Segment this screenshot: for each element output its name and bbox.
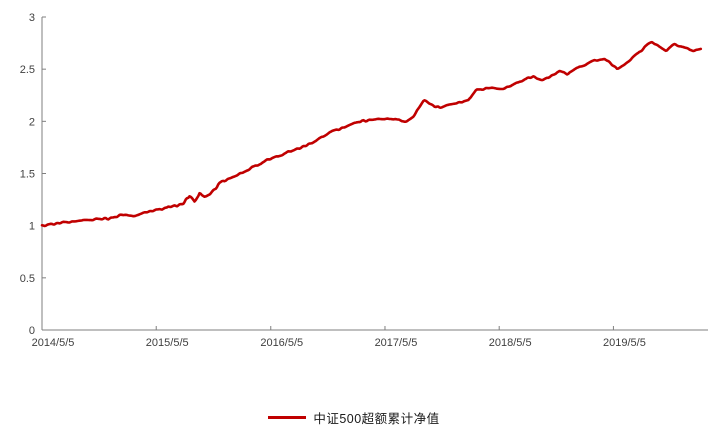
legend-label: 中证500超额累计净值 [313,412,440,426]
x-tick-label: 2014/5/5 [32,337,75,349]
x-tick-label: 2018/5/5 [489,337,532,349]
y-tick-label: 1 [29,221,35,233]
y-tick-label: 2 [29,116,35,128]
y-tick-label: 1.5 [20,169,35,181]
x-tick-label: 2019/5/5 [603,337,646,349]
y-tick-label: 0 [29,325,35,337]
series-line [40,40,703,228]
y-tick-label: 2.5 [20,64,35,76]
legend-line-swatch [268,416,307,419]
legend: 中证500超额累计净值 [0,408,708,427]
y-tick-label: 3 [29,12,35,24]
y-tick-label: 0.5 [20,273,35,285]
x-tick-label: 2016/5/5 [260,337,303,349]
x-tick-label: 2017/5/5 [375,337,418,349]
x-tick-label: 2015/5/5 [146,337,189,349]
